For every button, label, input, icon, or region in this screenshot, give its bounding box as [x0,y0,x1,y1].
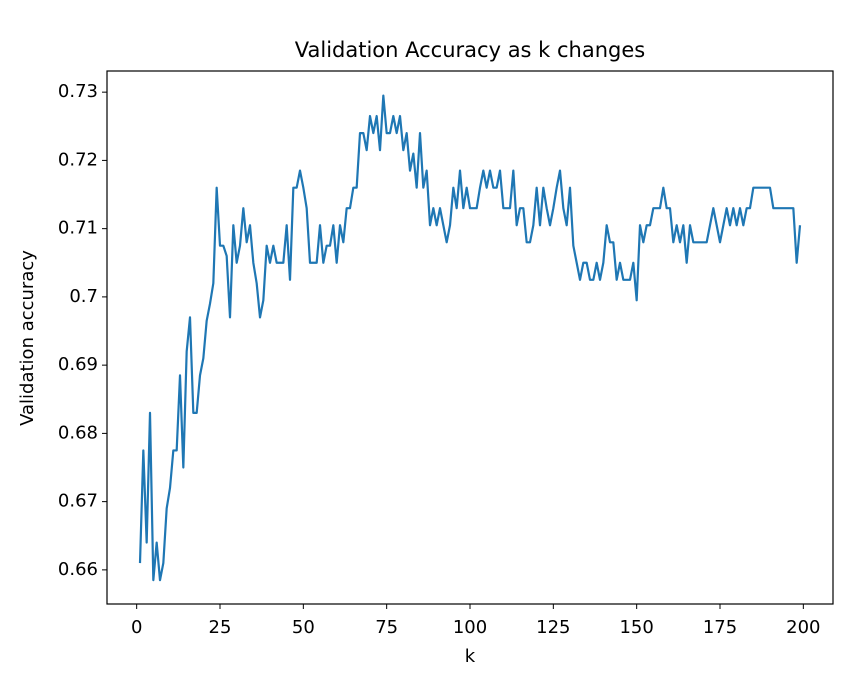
y-tick-label: 0.66 [58,559,98,580]
y-tick-label: 0.73 [58,81,98,102]
x-tick-label: 50 [292,617,315,638]
y-tick-label: 0.69 [58,354,98,375]
y-axis-label: Validation accuracy [17,250,38,426]
x-tick-label: 75 [375,617,398,638]
y-tick-label: 0.71 [58,218,98,239]
data-line [138,94,802,582]
y-tick-label: 0.68 [58,422,98,443]
y-tick-label: 0.7 [69,286,98,307]
x-tick-label: 0 [131,617,142,638]
x-tick-label: 100 [453,617,487,638]
y-tick-label: 0.72 [58,149,98,170]
x-tick-label: 200 [786,617,820,638]
x-tick-label: 25 [209,617,232,638]
x-tick-label: 150 [619,617,653,638]
x-tick-label: 175 [703,617,737,638]
x-tick-label: 125 [536,617,570,638]
x-axis-label: k [465,646,476,667]
plot-frame [106,70,834,605]
chart-title: Validation Accuracy as k changes [295,38,645,62]
y-tick-label: 0.67 [58,491,98,512]
